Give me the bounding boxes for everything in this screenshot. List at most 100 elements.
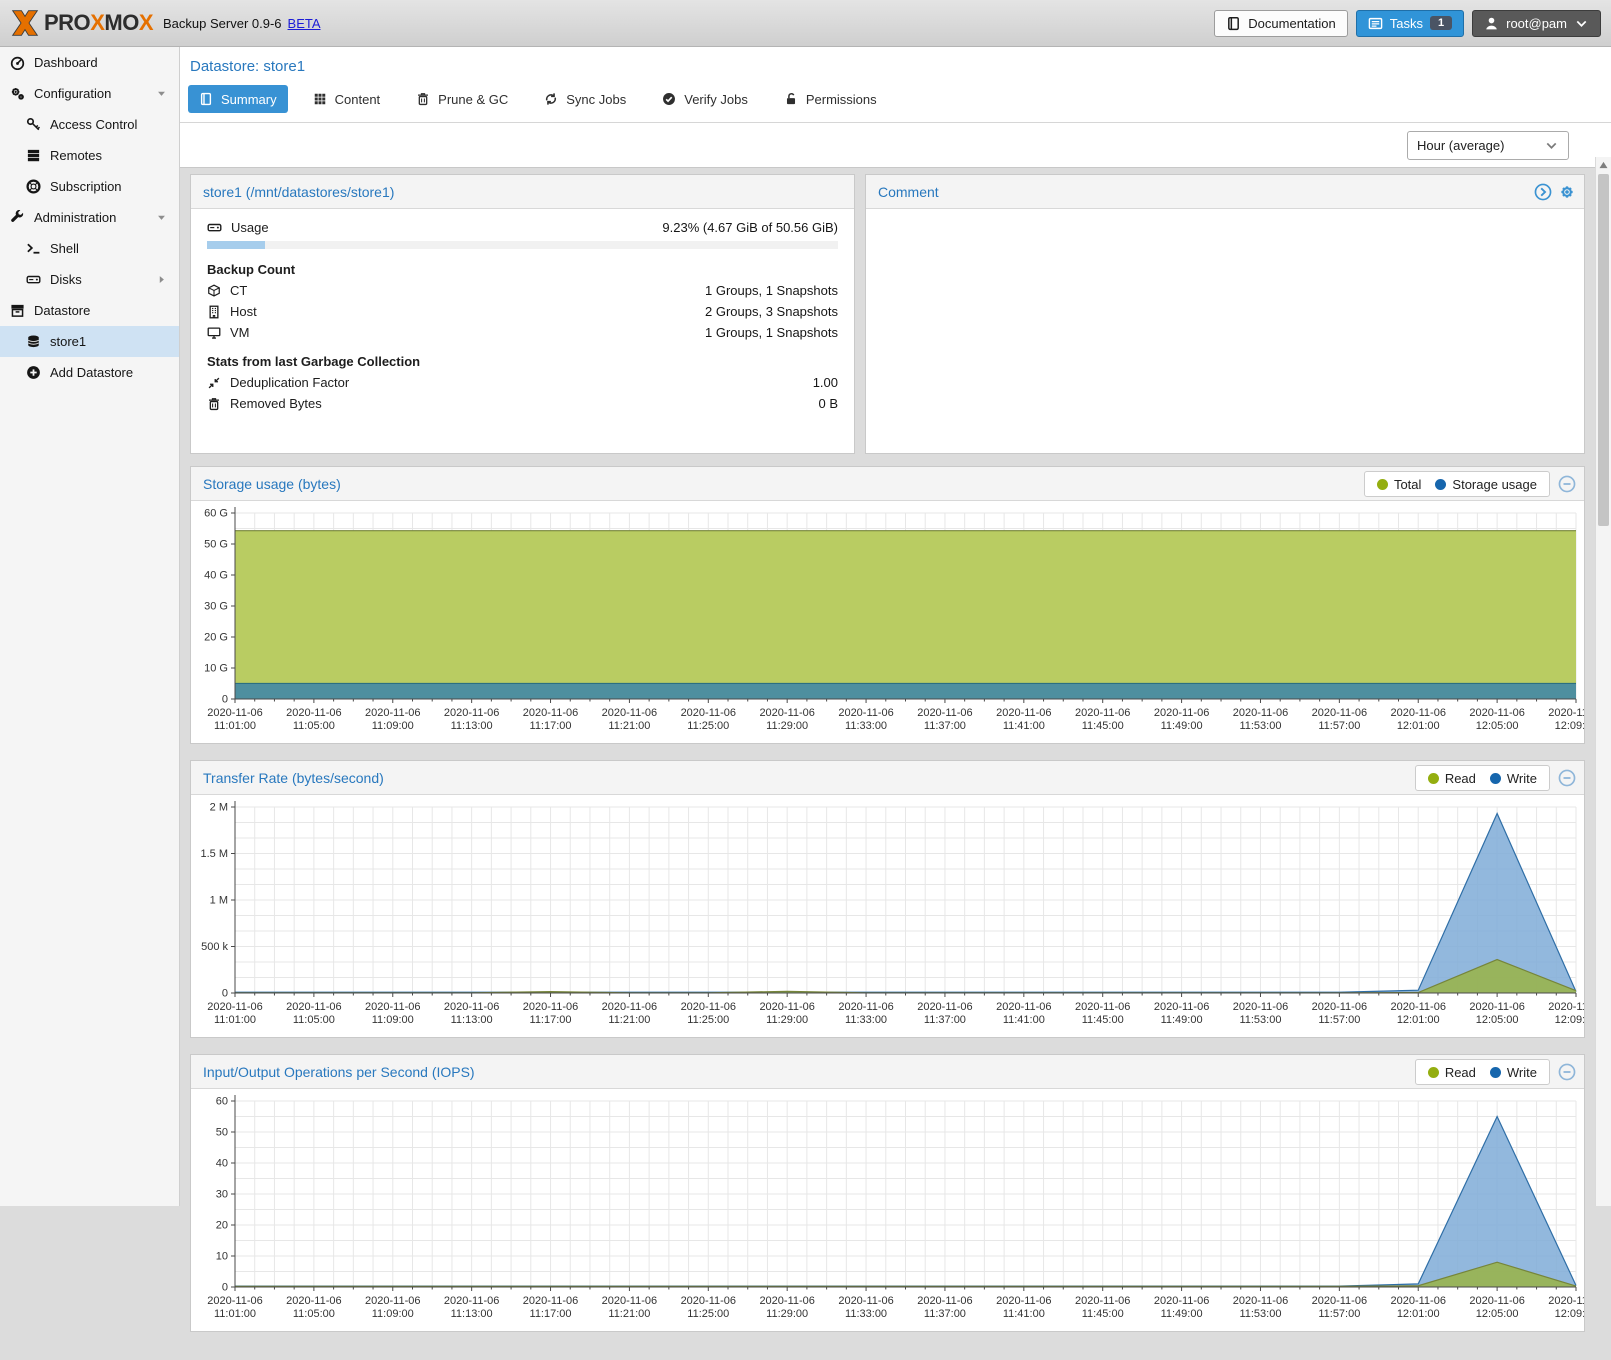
gear-icon[interactable] xyxy=(1558,183,1576,201)
legend-item[interactable]: Storage usage xyxy=(1435,477,1537,492)
chevron-right-circle-icon[interactable] xyxy=(1534,183,1552,201)
sidebar-item-remotes[interactable]: Remotes xyxy=(0,140,179,171)
chart-title: Storage usage (bytes) xyxy=(203,476,341,492)
svg-text:12:05:00: 12:05:00 xyxy=(1476,720,1519,732)
chart-title: Input/Output Operations per Second (IOPS… xyxy=(203,1064,475,1080)
svg-text:0: 0 xyxy=(222,694,228,706)
sidebar-item-subscription[interactable]: Subscription xyxy=(0,171,179,202)
legend-item[interactable]: Read xyxy=(1428,1065,1476,1080)
timeframe-select[interactable]: Hour (average) xyxy=(1407,131,1569,160)
legend-label: Storage usage xyxy=(1452,477,1537,492)
svg-text:2020-11-06: 2020-11-06 xyxy=(917,1001,972,1013)
collapse-panel-icon[interactable] xyxy=(1558,1063,1576,1081)
svg-text:11:17:00: 11:17:00 xyxy=(530,720,572,732)
svg-text:2020-11-06: 2020-11-06 xyxy=(1469,1295,1524,1307)
legend-item[interactable]: Read xyxy=(1428,771,1476,786)
svg-text:2020-11-06: 2020-11-06 xyxy=(1154,1295,1209,1307)
svg-text:11:37:00: 11:37:00 xyxy=(924,1308,966,1320)
svg-text:2020-11-06: 2020-11-06 xyxy=(759,707,814,719)
svg-text:0: 0 xyxy=(222,1282,228,1294)
svg-text:20: 20 xyxy=(216,1220,228,1232)
legend-item[interactable]: Total xyxy=(1377,477,1421,492)
svg-text:2020-11-06: 2020-11-06 xyxy=(838,707,893,719)
tab-label: Summary xyxy=(221,92,277,107)
svg-text:2020-11-06: 2020-11-06 xyxy=(1154,1001,1209,1013)
svg-text:11:21:00: 11:21:00 xyxy=(608,720,650,732)
svg-text:50: 50 xyxy=(216,1127,228,1139)
sidebar-item-configuration[interactable]: Configuration xyxy=(0,78,179,109)
documentation-button[interactable]: Documentation xyxy=(1214,10,1347,37)
tab-sync-jobs[interactable]: Sync Jobs xyxy=(533,85,637,113)
svg-text:2020-11-06: 2020-11-06 xyxy=(1233,1001,1288,1013)
sidebar-item-administration[interactable]: Administration xyxy=(0,202,179,233)
svg-text:2020-11-06: 2020-11-06 xyxy=(1548,1295,1584,1307)
stat-value: 0 B xyxy=(818,396,838,411)
collapse-panel-icon[interactable] xyxy=(1558,769,1576,787)
main-header: Datastore: store1 Summary Content Prune & … xyxy=(180,47,1611,123)
gears-icon xyxy=(10,86,25,101)
sidebar-item-dashboard[interactable]: Dashboard xyxy=(0,47,179,78)
svg-text:2020-11-06: 2020-11-06 xyxy=(759,1001,814,1013)
tasks-list-icon xyxy=(1368,16,1383,31)
backup-count-heading: Backup Count xyxy=(191,251,854,280)
sidebar-item-label: Administration xyxy=(34,210,116,225)
chevron-down-icon[interactable] xyxy=(156,212,167,223)
sidebar-item-access-control[interactable]: Access Control xyxy=(0,109,179,140)
chevron-right-icon[interactable] xyxy=(156,274,167,285)
svg-text:11:29:00: 11:29:00 xyxy=(766,1308,808,1320)
beta-link[interactable]: BETA xyxy=(288,16,321,31)
svg-text:12:09:00: 12:09:00 xyxy=(1555,720,1584,732)
scroll-up-arrow-icon[interactable] xyxy=(1596,157,1611,172)
legend-item[interactable]: Write xyxy=(1490,771,1537,786)
legend-dot xyxy=(1428,773,1439,784)
svg-text:11:29:00: 11:29:00 xyxy=(766,720,808,732)
tab-verify-jobs[interactable]: Verify Jobs xyxy=(651,85,759,113)
tasks-button[interactable]: Tasks 1 xyxy=(1356,10,1464,37)
tab-permissions[interactable]: Permissions xyxy=(773,85,888,113)
chevron-down-icon[interactable] xyxy=(156,88,167,99)
plus-circle-icon xyxy=(26,365,41,380)
tab-prune-gc[interactable]: Prune & GC xyxy=(405,85,519,113)
tab-content[interactable]: Content xyxy=(302,85,392,113)
vertical-scrollbar[interactable] xyxy=(1595,157,1611,1206)
sidebar-item-disks[interactable]: Disks xyxy=(0,264,179,295)
sidebar-item-add-datastore[interactable]: Add Datastore xyxy=(0,357,179,388)
collapse-panel-icon[interactable] xyxy=(1558,475,1576,493)
tab-summary[interactable]: Summary xyxy=(188,85,288,113)
sidebar-item-label: store1 xyxy=(50,334,86,349)
user-icon xyxy=(1484,16,1499,31)
svg-text:2020-11-06: 2020-11-06 xyxy=(681,1295,736,1307)
svg-text:11:33:00: 11:33:00 xyxy=(845,1014,887,1026)
user-menu-button[interactable]: root@pam xyxy=(1472,10,1601,37)
svg-text:11:49:00: 11:49:00 xyxy=(1161,1308,1203,1320)
sidebar-item-label: Add Datastore xyxy=(50,365,133,380)
documentation-label: Documentation xyxy=(1248,16,1335,31)
svg-text:11:53:00: 11:53:00 xyxy=(1239,1308,1281,1320)
page-title: Datastore: store1 xyxy=(188,56,1603,85)
svg-text:2020-11-06: 2020-11-06 xyxy=(523,1295,578,1307)
svg-text:1 M: 1 M xyxy=(210,895,228,907)
legend-item[interactable]: Write xyxy=(1490,1065,1537,1080)
svg-text:50 G: 50 G xyxy=(204,539,228,551)
svg-text:2020-11-06: 2020-11-06 xyxy=(1075,707,1130,719)
sidebar-item-datastore[interactable]: Datastore xyxy=(0,295,179,326)
scrollbar-thumb[interactable] xyxy=(1598,174,1609,526)
sidebar-item-shell[interactable]: Shell xyxy=(0,233,179,264)
svg-text:2020-11-06: 2020-11-06 xyxy=(1233,707,1288,719)
svg-text:11:37:00: 11:37:00 xyxy=(924,720,966,732)
svg-text:2020-11-06: 2020-11-06 xyxy=(1312,707,1367,719)
tasks-count-badge: 1 xyxy=(1430,16,1452,30)
svg-text:40: 40 xyxy=(216,1158,228,1170)
sync-icon xyxy=(544,92,558,106)
svg-text:2020-11-06: 2020-11-06 xyxy=(681,707,736,719)
sidebar-item-store1[interactable]: store1 xyxy=(0,326,179,357)
svg-text:2020-11-06: 2020-11-06 xyxy=(681,1001,736,1013)
logo-letter: MO xyxy=(104,10,138,35)
svg-text:11:21:00: 11:21:00 xyxy=(608,1308,650,1320)
sidebar-item-label: Disks xyxy=(50,272,82,287)
svg-text:11:13:00: 11:13:00 xyxy=(451,720,493,732)
stat-label: Deduplication Factor xyxy=(230,375,349,390)
